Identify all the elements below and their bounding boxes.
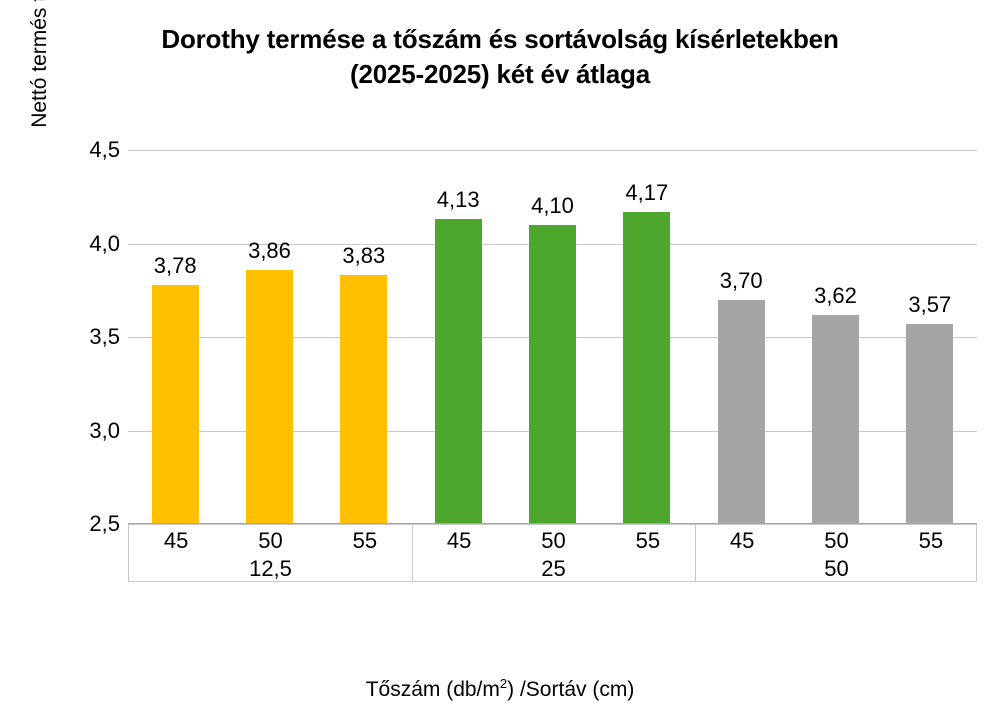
bar[interactable] (812, 314, 859, 524)
bar[interactable] (151, 284, 199, 524)
bar[interactable] (717, 299, 765, 524)
x-axis-group-label: 50 (824, 556, 849, 581)
x-axis-group-label: 12,5 (249, 556, 292, 581)
bar-value-label: 4,13 (436, 187, 480, 213)
x-axis-category-label: 50 (541, 528, 566, 553)
x-axis-title: Tőszám (db/m2) /Sortáv (cm) (0, 676, 1000, 702)
bar[interactable] (623, 211, 671, 524)
plot-area: 3,78 3,86 3,83 4,13 4,10 4,17 3,70 3,62 3,57 (128, 150, 977, 525)
x-axis-category-label: 50 (824, 528, 849, 553)
x-axis-category-label: 55 (918, 528, 944, 553)
y-axis-tick-label: 4,5 (89, 137, 120, 162)
bar[interactable] (529, 224, 576, 524)
category-group-separator (412, 524, 413, 581)
x-axis-category-label: 45 (729, 528, 755, 553)
bar[interactable] (434, 219, 482, 524)
bar-value-label: 3,70 (719, 267, 763, 293)
bar-value-label: 3,78 (153, 252, 197, 278)
x-axis-category-label: 50 (258, 528, 283, 553)
bar-value-label: 3,57 (908, 291, 952, 317)
category-group-separator (695, 524, 696, 581)
category-label-band: 45 50 55 12,5 45 50 55 25 45 50 55 50 (128, 524, 977, 582)
bar-value-label: 3,83 (342, 243, 386, 269)
y-axis-tick-label: 3,0 (89, 417, 120, 443)
bar-value-label: 4,17 (625, 179, 669, 205)
y-axis-tick-label: 2,5 (89, 511, 120, 536)
bar-value-label: 4,10 (531, 192, 574, 218)
x-axis-title-superscript: 2 (499, 676, 508, 691)
x-axis-category-label: 55 (352, 528, 378, 553)
x-axis-title-text-before: Tőszám (db/m (365, 678, 500, 701)
chart-title: Dorothy termése a tőszám és sortávolság … (161, 24, 839, 90)
bar-value-label: 3,86 (248, 237, 291, 263)
bar[interactable] (246, 269, 293, 524)
bar[interactable] (906, 323, 954, 524)
bar[interactable] (340, 275, 388, 524)
gridline (128, 150, 977, 151)
x-axis-category-label: 55 (635, 528, 661, 553)
x-axis-category-label: 45 (446, 528, 472, 553)
x-axis-title-text-after: ) /Sortáv (cm) (507, 678, 635, 701)
y-axis-tick-label: 3,5 (89, 324, 120, 349)
bar-value-label: 3,62 (814, 282, 857, 308)
y-axis-ticks: 4,5 4,0 3,5 3,0 2,5 (56, 137, 120, 536)
x-axis-line (128, 523, 977, 524)
x-axis-group-label: 25 (541, 556, 566, 581)
y-axis-tick-label: 4,0 (89, 230, 120, 256)
gridline (128, 524, 977, 525)
x-axis-category-label: 45 (163, 528, 189, 553)
